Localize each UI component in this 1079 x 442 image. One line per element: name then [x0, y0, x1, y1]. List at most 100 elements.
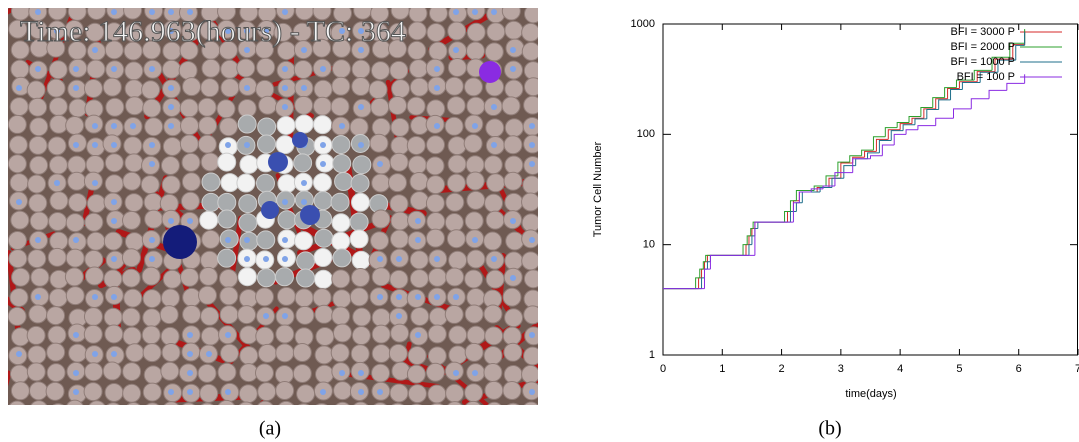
cell: [409, 269, 429, 289]
cell: [521, 22, 538, 42]
series-step: [961, 81, 981, 90]
nucleus: [282, 104, 288, 110]
cell: [504, 155, 524, 175]
series-step: [994, 58, 1013, 72]
cell: [352, 307, 372, 327]
cell: [46, 78, 66, 98]
cell: [391, 402, 404, 405]
cell: [409, 59, 429, 79]
nucleus: [529, 161, 535, 167]
cell: [426, 135, 446, 155]
cell: [426, 212, 446, 232]
series-step: [955, 79, 975, 88]
cell: [9, 97, 29, 117]
cell: [504, 118, 524, 138]
cell: [273, 22, 293, 42]
nucleus: [472, 9, 478, 15]
series-step: [950, 88, 963, 100]
cell: [277, 174, 297, 194]
cell: [464, 269, 484, 289]
nucleus: [35, 237, 41, 243]
cell: [103, 269, 123, 289]
caption: (a): [259, 418, 281, 440]
nucleus: [73, 85, 79, 91]
series-step: [852, 156, 865, 163]
cell: [30, 400, 48, 405]
nucleus: [54, 180, 60, 186]
nucleus: [491, 142, 497, 148]
cell: [238, 384, 258, 404]
nucleus: [434, 408, 440, 414]
cell: [521, 364, 538, 384]
cell: [521, 213, 538, 233]
nucleus: [263, 28, 269, 34]
nucleus: [16, 351, 22, 357]
cell: [313, 269, 333, 289]
nucleus: [244, 47, 250, 53]
nucleus: [168, 28, 174, 34]
nucleus: [301, 180, 307, 186]
cell: [314, 364, 334, 384]
cell: [312, 38, 332, 58]
cell: [371, 267, 391, 287]
series-step: [991, 56, 1010, 71]
cell: [371, 344, 391, 364]
cell: [236, 173, 256, 193]
cell: [143, 365, 163, 385]
cell: [9, 364, 29, 384]
cell: [83, 382, 103, 402]
cell: [68, 192, 88, 212]
cell: [504, 308, 524, 328]
x-tick-label: 1: [719, 363, 725, 375]
cell: [28, 97, 48, 117]
cell: [181, 172, 201, 192]
cell: [28, 304, 48, 324]
cell: [68, 343, 88, 363]
cell: [292, 363, 312, 383]
cell: [521, 41, 538, 61]
cell: [220, 173, 240, 193]
cell: [332, 38, 352, 58]
series-step: [953, 108, 972, 119]
cell: [49, 191, 69, 211]
cell: [427, 324, 447, 344]
series-step: [792, 202, 800, 223]
cell: [180, 267, 200, 287]
nucleus: [339, 370, 345, 376]
cell: [387, 173, 407, 193]
cell: [83, 324, 103, 344]
cell: [48, 155, 68, 175]
series-step: [861, 149, 874, 156]
cell: [8, 135, 28, 155]
nucleus: [263, 256, 269, 262]
cell: [216, 99, 236, 119]
cell: [201, 229, 221, 249]
nucleus: [282, 256, 288, 262]
nucleus: [92, 294, 98, 300]
x-tick-label: 0: [660, 363, 666, 375]
cell: [485, 210, 505, 230]
cell: [485, 269, 505, 289]
cell: [523, 8, 538, 24]
cell: [84, 212, 104, 232]
cell: [46, 38, 66, 58]
series-step: [757, 221, 791, 229]
cell: [180, 191, 200, 211]
cell: [239, 346, 259, 366]
cell: [371, 117, 391, 137]
series-step: [935, 117, 954, 126]
nucleus: [453, 47, 459, 53]
cell-blue: [261, 201, 279, 219]
cell: [369, 133, 389, 153]
series-step: [801, 191, 821, 203]
x-tick-label: 7: [1075, 363, 1079, 375]
cell: [121, 248, 141, 268]
cell: [351, 59, 371, 79]
nucleus: [396, 294, 402, 300]
cell: [371, 324, 391, 344]
cell: [445, 267, 465, 287]
cell: [161, 175, 181, 195]
cell: [426, 23, 446, 43]
cell: [105, 97, 125, 117]
cell: [446, 173, 466, 193]
